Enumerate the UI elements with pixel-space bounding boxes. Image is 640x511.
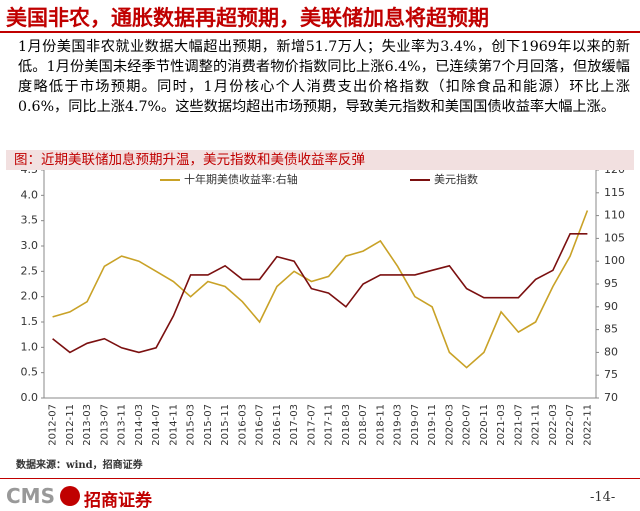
- x-tick-label: 2022-07: [565, 404, 576, 446]
- title: 美国非农，通胀数据再超预期，美联储加息将超预期: [6, 5, 489, 30]
- x-tick-label: 2021-07: [513, 404, 524, 446]
- y-tick-label: 0.0: [21, 391, 39, 404]
- y2-tick-label: 90: [604, 300, 618, 313]
- x-tick-label: 2012-07: [48, 404, 59, 446]
- series-line: [52, 210, 589, 369]
- x-tick-label: 2017-03: [289, 404, 300, 446]
- x-tick-label: 2019-03: [393, 404, 404, 446]
- x-tick-label: 2019-11: [427, 404, 438, 446]
- x-tick-label: 2013-03: [82, 404, 93, 446]
- x-tick-label: 2018-07: [358, 404, 369, 446]
- company: 招商证券: [84, 491, 152, 511]
- x-tick-label: 2013-11: [117, 404, 128, 446]
- x-tick-label: 2014-03: [134, 404, 145, 446]
- series-line: [52, 233, 588, 354]
- x-tick-label: 2017-07: [306, 404, 317, 446]
- x-tick-label: 2013-07: [99, 404, 110, 446]
- x-tick-label: 2018-11: [375, 404, 386, 446]
- y2-tick-label: 70: [604, 391, 618, 404]
- y2-tick-label: 85: [604, 323, 618, 336]
- x-tick-label: 2015-07: [203, 404, 214, 446]
- x-tick-label: 2022-11: [582, 404, 593, 446]
- y-tick-label: 4.5: [21, 170, 39, 176]
- paragraph: 1月份美国非农就业数据大幅超出预期，新增51.7万人；失业率为3.4%，创下19…: [18, 39, 630, 115]
- x-tick-label: 2022-03: [548, 404, 559, 446]
- y-tick-label: 3.0: [21, 239, 39, 252]
- x-tick-label: 2015-03: [186, 404, 197, 446]
- y-tick-label: 4.0: [21, 188, 39, 201]
- chart: 0.0 0.5 1.0 1.5 2.0 2.5 3.0 3.5 4.0 4.5 70 75 80 85 90…: [21, 170, 625, 446]
- y2-tick-label: 95: [604, 277, 618, 290]
- y2-tick-label: 115: [604, 186, 625, 199]
- x-tick-label: 2019-07: [410, 404, 421, 446]
- y-tick-label: 0.5: [21, 366, 39, 379]
- x-tick-label: 2021-11: [531, 404, 542, 446]
- y2-tick-label: 80: [604, 345, 618, 358]
- y-tick-label: 3.5: [21, 214, 39, 227]
- source: 数据来源：wind，招商证券: [16, 460, 143, 471]
- y2-tick-label: 120: [604, 170, 625, 176]
- legend-label: 美元指数: [434, 172, 478, 186]
- x-tick-label: 2016-11: [272, 404, 283, 446]
- x-tick-label: 2020-03: [444, 404, 455, 446]
- y2-tick-label: 110: [604, 209, 625, 222]
- chart-title: 图：近期美联储加息预期升温，美元指数和美债收益率反弹: [6, 150, 634, 170]
- x-tick-label: 2014-11: [168, 404, 179, 446]
- y-tick-label: 2.5: [21, 264, 39, 277]
- y2-tick-label: 75: [604, 368, 618, 381]
- y-tick-label: 1.0: [21, 340, 39, 353]
- logo: CMS: [6, 484, 55, 508]
- x-tick-label: 2021-03: [496, 404, 507, 446]
- x-tick-label: 2012-11: [65, 404, 76, 446]
- y-tick-label: 2.0: [21, 290, 39, 303]
- title-rule: [0, 31, 640, 33]
- logo-icon: [60, 486, 80, 506]
- x-tick-label: 2017-11: [324, 404, 335, 446]
- x-tick-label: 2014-07: [151, 404, 162, 446]
- x-tick-label: 2018-03: [341, 404, 352, 446]
- x-tick-label: 2020-07: [462, 404, 473, 446]
- x-tick-label: 2015-11: [220, 404, 231, 446]
- x-tick-label: 2020-11: [479, 404, 490, 446]
- y2-tick-label: 100: [604, 254, 625, 267]
- page-number: -14-: [590, 490, 616, 505]
- legend-label: 十年期美债收益率:右轴: [184, 172, 298, 186]
- x-tick-label: 2016-03: [237, 404, 248, 446]
- y-tick-label: 1.5: [21, 315, 39, 328]
- x-tick-label: 2016-07: [255, 404, 266, 446]
- y2-tick-label: 105: [604, 231, 625, 244]
- footer-rule: [0, 478, 640, 479]
